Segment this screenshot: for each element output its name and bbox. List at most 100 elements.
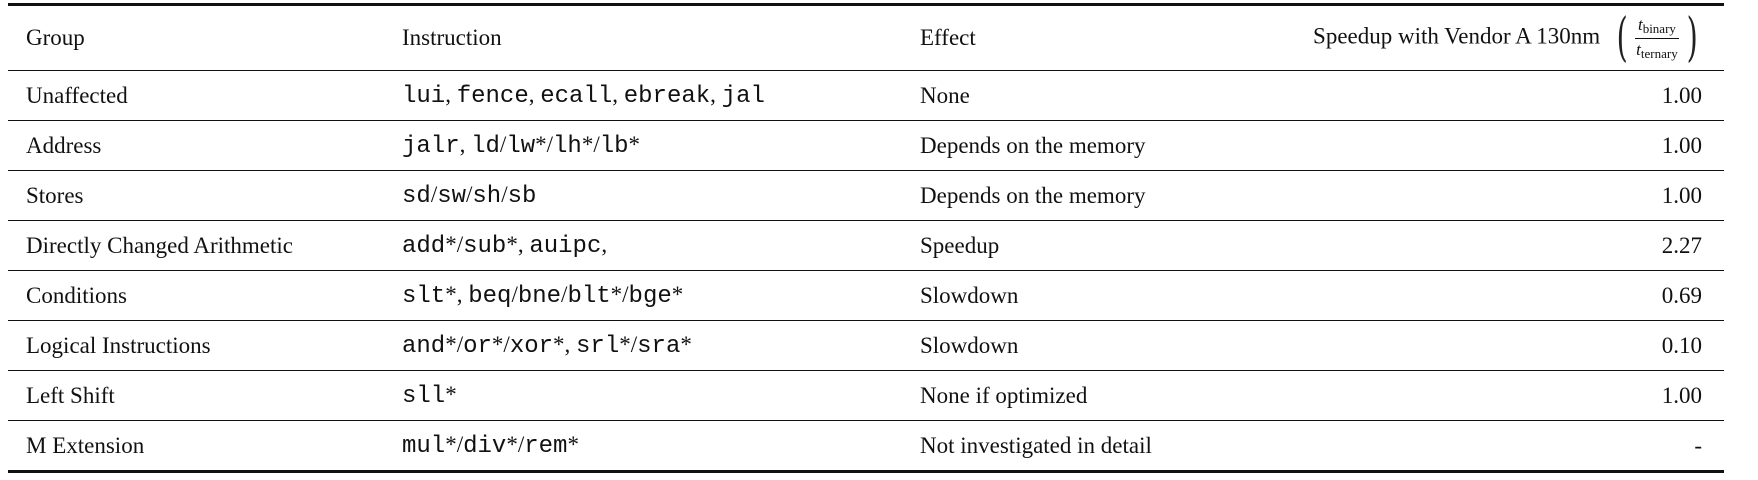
instruction-separator: *,: [445, 281, 469, 307]
cell-effect: None: [920, 82, 970, 108]
instruction-mnemonic: sd: [402, 182, 431, 210]
instruction-mnemonic: and: [402, 332, 446, 360]
cell-speedup: 2.27: [1661, 232, 1702, 258]
instruction-separator: ,: [612, 81, 624, 107]
instruction-separator: /: [511, 281, 518, 307]
instruction-separator: /: [501, 181, 508, 207]
table-row: Conditions slt*, beq/bne/blt*/bge* Slowdow…: [8, 271, 1724, 321]
instruction-mnemonic: ecall: [540, 82, 613, 110]
instruction-mnemonic: or: [463, 332, 492, 360]
table-body: Unaffected lui, fence, ecall, ebreak, jal…: [8, 71, 1724, 472]
table-header: Group Instruction Effect Speedup with Ve…: [8, 3, 1724, 71]
table-row: Directly Changed Arithmetic add*/sub*, au…: [8, 221, 1724, 271]
instruction-separator: */: [506, 431, 525, 457]
instruction-mnemonic: jal: [721, 82, 765, 110]
instruction-mnemonic: slt: [402, 282, 446, 310]
instruction-mnemonic: rem: [524, 432, 568, 460]
instruction-separator: /: [466, 181, 473, 207]
instruction-speedup-table: Group Instruction Effect Speedup with Ve…: [8, 3, 1724, 473]
instruction-mnemonic: lh: [553, 132, 582, 160]
cell-group: Directly Changed Arithmetic: [26, 232, 293, 258]
instruction-mnemonic: lb: [599, 132, 629, 160]
instruction-separator: /: [430, 181, 438, 207]
cell-group: Unaffected: [26, 82, 128, 108]
cell-instruction: sll*: [384, 371, 902, 421]
cell-group: M Extension: [26, 432, 145, 458]
cell-group: Conditions: [26, 282, 127, 308]
table-row: Stores sd/sw/sh/sb Depends on the memory 1.…: [8, 171, 1724, 221]
cell-speedup: 1.00: [1661, 82, 1702, 108]
instruction-separator: */: [619, 331, 638, 357]
cell-speedup: 1.00: [1661, 132, 1702, 158]
table-row: Logical Instructions and*/or*/xor*, srl*/…: [8, 321, 1724, 371]
instruction-separator: */: [445, 231, 464, 257]
instruction-separator: *,: [553, 331, 577, 357]
header-speedup: Speedup with Vendor A 130nm ( tbinary tt…: [1222, 3, 1724, 71]
cell-speedup: 1.00: [1661, 382, 1702, 408]
table-row: Address jalr, ld/lw*/lh*/lb* Depends on th…: [8, 121, 1724, 171]
instruction-mnemonic: beq: [468, 282, 512, 310]
instruction-separator: ,: [710, 81, 722, 107]
cell-group: Logical Instructions: [26, 332, 211, 358]
instruction-mnemonic: add: [402, 232, 446, 260]
table-row: Unaffected lui, fence, ecall, ebreak, jal…: [8, 71, 1724, 121]
cell-effect: Not investigated in detail: [920, 432, 1152, 458]
header-row: Group Instruction Effect Speedup with Ve…: [8, 3, 1724, 71]
instruction-separator: ,: [528, 81, 541, 107]
instruction-separator: /: [561, 281, 568, 307]
table-row: Left Shift sll* None if optimized 1.00: [8, 371, 1724, 421]
instruction-separator: *: [445, 381, 457, 407]
instruction-separator: /: [499, 131, 507, 157]
instruction-mnemonic: blt: [567, 282, 611, 310]
instruction-separator: */: [445, 431, 464, 457]
instruction-separator: */: [535, 131, 554, 157]
cell-effect: Slowdown: [920, 282, 1019, 308]
cell-effect: Slowdown: [920, 332, 1019, 358]
right-paren: ): [1686, 8, 1698, 68]
fraction-denominator: tternary: [1636, 39, 1678, 61]
instruction-mnemonic: sub: [463, 232, 507, 260]
cell-speedup: -: [1694, 432, 1702, 458]
cell-instruction: mul*/div*/rem*: [384, 421, 902, 472]
instruction-separator: */: [581, 131, 600, 157]
cell-effect: Depends on the memory: [920, 182, 1146, 208]
instruction-separator: *: [680, 331, 692, 357]
cell-instruction: sd/sw/sh/sb: [384, 171, 902, 221]
table-row: M Extension mul*/div*/rem* Not investigate…: [8, 421, 1724, 472]
instruction-separator: *: [671, 281, 684, 307]
cell-speedup: 0.69: [1661, 282, 1702, 308]
instruction-mnemonic: lui: [402, 82, 446, 110]
instruction-mnemonic: sw: [437, 182, 467, 210]
instruction-mnemonic: auipc: [529, 232, 602, 260]
instruction-separator: ,: [445, 81, 457, 107]
cell-group: Address: [26, 132, 102, 158]
instruction-mnemonic: mul: [402, 432, 446, 460]
left-paren: (: [1616, 8, 1628, 68]
instruction-mnemonic: sh: [472, 182, 502, 210]
header-speedup-label: Speedup with Vendor A 130nm: [1313, 23, 1601, 49]
instruction-mnemonic: lw: [506, 132, 536, 160]
instruction-separator: *,: [506, 231, 530, 257]
instruction-mnemonic: sra: [637, 332, 681, 360]
instruction-mnemonic: div: [463, 432, 507, 460]
instruction-separator: */: [610, 281, 629, 307]
instruction-mnemonic: sb: [507, 182, 537, 210]
cell-speedup: 0.10: [1661, 332, 1702, 358]
cell-speedup: 1.00: [1661, 182, 1702, 208]
fraction: tbinary tternary: [1633, 15, 1681, 62]
instruction-mnemonic: xor: [509, 332, 554, 360]
instruction-mnemonic: sll: [402, 382, 446, 410]
cell-group: Left Shift: [26, 382, 115, 408]
instruction-mnemonic: srl: [576, 332, 620, 360]
cell-effect: None if optimized: [920, 382, 1088, 408]
instruction-mnemonic: bne: [517, 282, 562, 310]
cell-instruction: lui, fence, ecall, ebreak, jal: [384, 71, 902, 121]
instruction-mnemonic: bge: [628, 282, 672, 310]
header-instruction: Instruction: [384, 3, 902, 71]
instruction-separator: ,: [459, 131, 472, 157]
cell-effect: Depends on the memory: [920, 132, 1146, 158]
instruction-separator: ,: [601, 231, 608, 257]
instruction-mnemonic: ld: [471, 132, 500, 160]
header-group: Group: [8, 3, 384, 71]
cell-group: Stores: [26, 182, 84, 208]
